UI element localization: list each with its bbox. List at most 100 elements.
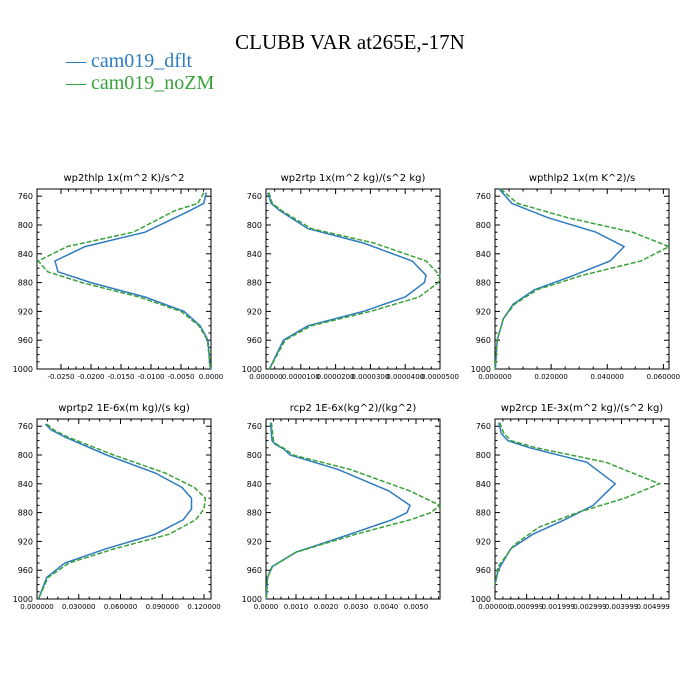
- x-tick-label: 0.0000100: [282, 373, 320, 381]
- y-tick-label: 840: [247, 480, 262, 489]
- y-tick-label: 840: [18, 480, 33, 489]
- y-tick-label: 920: [247, 307, 262, 316]
- y-tick-label: 760: [476, 422, 491, 431]
- y-tick-label: 1000: [471, 595, 491, 604]
- y-tick-label: 920: [18, 307, 33, 316]
- series-line-cam019_noZM: [268, 192, 441, 370]
- panel-frame: [494, 418, 670, 600]
- series-line-cam019_dflt: [37, 423, 193, 600]
- legend-swatch-dflt: —: [66, 50, 91, 72]
- x-tick-label: 0.004999: [636, 603, 669, 611]
- x-tick-label: -0.0200: [77, 373, 104, 381]
- x-tick-label: 0.001999: [542, 603, 575, 611]
- x-tick-label: 0.002999: [573, 603, 606, 611]
- y-tick-label: 840: [247, 250, 262, 259]
- figure-title: CLUBB VAR at265E,-17N: [235, 30, 465, 54]
- x-tick-label: 0.0000500: [421, 373, 459, 381]
- x-tick-label: 0.120000: [187, 603, 220, 611]
- x-tick-label: 0.040000: [591, 373, 624, 381]
- panel-frame: [36, 418, 212, 600]
- y-tick-label: 840: [18, 250, 33, 259]
- y-tick-label: 1000: [13, 365, 33, 374]
- legend-label-dflt: cam019_dflt: [91, 50, 193, 72]
- y-tick-label: 800: [18, 221, 33, 230]
- y-tick-label: 880: [18, 279, 33, 288]
- y-tick-label: 760: [18, 422, 33, 431]
- x-tick-label: 0.000999: [510, 603, 543, 611]
- panel-frame: [265, 188, 441, 370]
- x-tick-label: 0.090000: [146, 603, 179, 611]
- x-tick-label: 0.0040: [374, 603, 399, 611]
- panel-title: wp2thlp 1x(m^2 K)/s^2: [63, 173, 184, 184]
- y-tick-label: 760: [247, 192, 262, 201]
- legend-label-nozm: cam019_noZM: [91, 72, 215, 94]
- y-tick-label: 840: [476, 250, 491, 259]
- y-tick-label: 960: [247, 566, 262, 575]
- x-tick-label: -0.0150: [107, 373, 134, 381]
- y-tick-label: 960: [476, 566, 491, 575]
- x-tick-label: 0.0000200: [317, 373, 355, 381]
- x-tick-label: 0.060000: [647, 373, 680, 381]
- x-tick-label: 0.0000: [254, 603, 279, 611]
- panel-title: wpthlp2 1x(m K^2)/s: [529, 173, 635, 184]
- series-line-cam019_dflt: [265, 422, 411, 600]
- y-tick-label: 880: [476, 509, 491, 518]
- x-tick-label: 0.0000400: [386, 373, 424, 381]
- y-tick-label: 960: [18, 336, 33, 345]
- panel-title: wp2rtp 1x(m^2 kg)/(s^2 kg): [281, 173, 426, 184]
- x-tick-label: 0.020000: [534, 373, 567, 381]
- panel-title: rcp2 1E-6x(kg^2)/(kg^2): [290, 403, 417, 414]
- series-line-cam019_dflt: [266, 192, 427, 370]
- x-tick-label: -0.0050: [167, 373, 194, 381]
- panel-frame: [494, 188, 670, 370]
- x-tick-label: -0.0250: [47, 373, 74, 381]
- y-tick-label: 800: [247, 451, 262, 460]
- series-line-cam019_noZM: [37, 423, 207, 600]
- y-tick-label: 760: [247, 422, 262, 431]
- y-tick-label: 800: [247, 221, 262, 230]
- y-tick-label: 760: [18, 192, 33, 201]
- x-tick-label: 0.000000: [478, 373, 511, 381]
- x-tick-label: 0.030000: [62, 603, 95, 611]
- legend-item-nozm: — cam019_noZM: [66, 72, 214, 94]
- x-tick-label: 0.0030: [344, 603, 369, 611]
- x-tick-label: 0.000000: [20, 603, 53, 611]
- x-tick-label: 0.060000: [104, 603, 137, 611]
- x-tick-label: 0.003999: [605, 603, 638, 611]
- y-tick-label: 880: [18, 509, 33, 518]
- y-tick-label: 920: [476, 537, 491, 546]
- series-line-cam019_noZM: [36, 192, 212, 370]
- x-tick-label: 0.0050: [404, 603, 429, 611]
- y-tick-label: 960: [247, 336, 262, 345]
- y-tick-label: 880: [247, 279, 262, 288]
- y-tick-label: 1000: [13, 595, 33, 604]
- y-tick-label: 1000: [242, 365, 262, 374]
- legend-swatch-nozm: —: [66, 72, 91, 94]
- y-tick-label: 960: [476, 336, 491, 345]
- y-tick-label: 880: [247, 509, 262, 518]
- y-tick-label: 880: [476, 279, 491, 288]
- series-line-cam019_noZM: [494, 422, 662, 585]
- y-tick-label: 760: [476, 192, 491, 201]
- legend: — cam019_dflt — cam019_noZM: [66, 50, 214, 94]
- y-tick-label: 800: [476, 221, 491, 230]
- y-tick-label: 920: [476, 307, 491, 316]
- x-tick-label: 0.000000: [478, 603, 511, 611]
- y-tick-label: 840: [476, 480, 491, 489]
- y-tick-label: 1000: [242, 595, 262, 604]
- legend-item-dflt: — cam019_dflt: [66, 50, 214, 72]
- x-tick-label: 0.0000300: [351, 373, 389, 381]
- x-tick-label: -0.0100: [137, 373, 164, 381]
- x-tick-label: 0.0020: [314, 603, 339, 611]
- panel-frame: [265, 418, 441, 600]
- y-tick-label: 800: [476, 451, 491, 460]
- series-line-cam019_dflt: [54, 192, 212, 370]
- series-line-cam019_noZM: [265, 422, 442, 600]
- y-tick-label: 800: [18, 451, 33, 460]
- x-tick-label: 0.0010: [284, 603, 309, 611]
- panel-frame: [36, 188, 212, 370]
- y-tick-label: 920: [18, 537, 33, 546]
- panel-title: wp2rcp 1E-3x(m^2 kg)/(s^2 kg): [501, 403, 664, 414]
- x-tick-label: 0.0000: [199, 373, 224, 381]
